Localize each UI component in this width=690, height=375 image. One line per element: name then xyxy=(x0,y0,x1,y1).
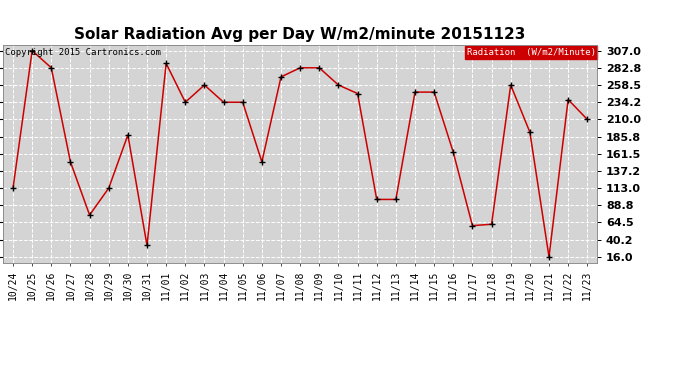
Text: Copyright 2015 Cartronics.com: Copyright 2015 Cartronics.com xyxy=(5,48,161,57)
Title: Solar Radiation Avg per Day W/m2/minute 20151123: Solar Radiation Avg per Day W/m2/minute … xyxy=(75,27,526,42)
Text: Radiation  (W/m2/Minute): Radiation (W/m2/Minute) xyxy=(466,48,595,57)
